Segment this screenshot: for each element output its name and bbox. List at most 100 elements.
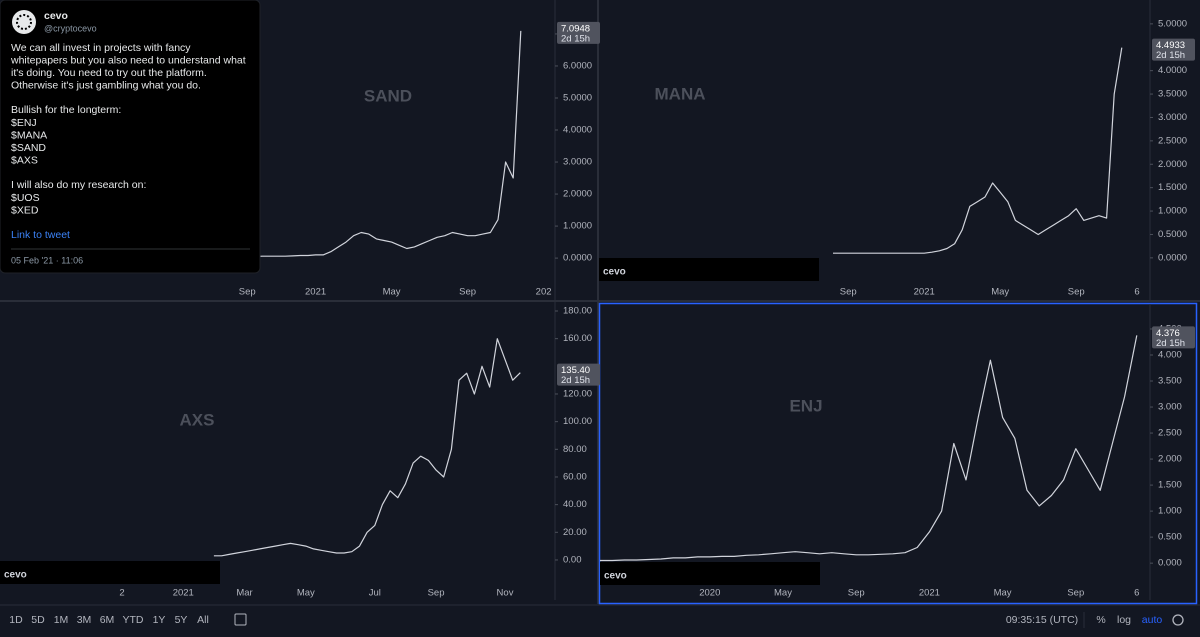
y-tick-label: 2.0000 [1158, 159, 1187, 170]
x-tick-label: Jul [369, 588, 381, 599]
x-tick-label: Nov [497, 588, 514, 599]
y-tick-label: 1.500 [1158, 480, 1182, 491]
x-tick-label: May [383, 287, 401, 298]
tweet-line: $UOS [11, 192, 40, 204]
y-tick-label: 3.0000 [1158, 112, 1187, 123]
tweet-line: $MANA [11, 129, 47, 141]
x-tick-label: 202 [536, 287, 552, 298]
watermark-box [0, 561, 220, 584]
y-tick-label: 4.000 [1158, 350, 1182, 361]
y-tick-label: 120.00 [563, 388, 592, 399]
range-button[interactable]: 5Y [175, 614, 188, 626]
y-tick-label: 3.000 [1158, 402, 1182, 413]
watermark-label: cevo [603, 267, 626, 278]
range-button[interactable]: 3M [77, 614, 92, 626]
tweet-line: $ENJ [11, 117, 37, 129]
x-tick-label: May [297, 588, 315, 599]
x-tick-label: Sep [840, 287, 857, 298]
tweet-line: Otherwise it's just gambling what you do… [11, 80, 201, 92]
range-button[interactable]: YTD [123, 614, 144, 626]
tweet-date: 05 Feb '21 · 11:06 [11, 255, 83, 265]
price-label-box [1152, 38, 1195, 61]
x-tick-label: Sep [848, 588, 865, 599]
percent-toggle[interactable]: % [1096, 614, 1105, 626]
y-tick-label: 0.5000 [1158, 229, 1187, 240]
y-tick-label: 20.00 [563, 527, 587, 538]
y-tick-label: 1.5000 [1158, 182, 1187, 193]
tweet-line: I will also do my research on: [11, 179, 146, 191]
tweet-line: $SAND [11, 142, 46, 154]
price-label: 7.0948 [561, 23, 590, 34]
symbol-watermark: ENJ [789, 396, 822, 415]
toolbar-time: 09:35:15 (UTC) [1006, 614, 1078, 626]
y-tick-label: 5.0000 [1158, 18, 1187, 29]
price-label: 4.4933 [1156, 40, 1185, 51]
y-tick-label: 0.500 [1158, 532, 1182, 543]
y-tick-label: 4.0000 [1158, 65, 1187, 76]
price-line [833, 47, 1123, 254]
tweet-line: whitepapers but you also need to underst… [10, 54, 246, 66]
range-button[interactable]: 1Y [153, 614, 166, 626]
y-tick-label: 0.0000 [1158, 252, 1187, 263]
x-tick-label: Sep [239, 287, 256, 298]
tweet-handle: @cryptocevo [44, 23, 97, 33]
y-tick-label: 1.0000 [563, 221, 592, 232]
watermark-box [599, 258, 819, 281]
y-tick-label: 2.0000 [563, 189, 592, 200]
x-tick-label: 2021 [305, 287, 326, 298]
watermark-box [600, 562, 820, 585]
x-tick-label: Sep [428, 588, 445, 599]
price-label: 135.40 [561, 365, 590, 376]
y-tick-label: 0.00 [563, 554, 582, 565]
price-countdown: 2d 15h [1156, 338, 1185, 349]
x-tick-label: 2021 [173, 588, 194, 599]
x-tick-label: 2021 [919, 588, 940, 599]
range-button[interactable]: 1D [9, 614, 23, 626]
y-tick-label: 4.0000 [563, 125, 592, 136]
symbol-watermark: MANA [655, 84, 706, 103]
price-countdown: 2d 15h [1156, 50, 1185, 61]
tweet-line: We can all invest in projects with fancy [11, 42, 191, 54]
price-line [213, 338, 521, 557]
symbol-watermark: SAND [364, 86, 412, 105]
y-tick-label: 60.00 [563, 471, 587, 482]
x-tick-label: Sep [459, 287, 476, 298]
tweet-link[interactable]: Link to tweet [11, 229, 70, 241]
watermark-label: cevo [604, 571, 627, 582]
x-tick-label: May [994, 588, 1012, 599]
log-toggle[interactable]: log [1117, 614, 1131, 626]
y-tick-label: 180.00 [563, 306, 592, 317]
y-tick-label: 0.0000 [563, 253, 592, 264]
symbol-watermark: AXS [180, 410, 215, 429]
tweet-line: $AXS [11, 155, 38, 167]
price-label-box [557, 21, 600, 44]
date-range-icon[interactable] [234, 613, 247, 626]
auto-toggle[interactable]: auto [1142, 614, 1163, 626]
settings-icon[interactable] [1172, 614, 1184, 626]
watermark-label: cevo [4, 570, 27, 581]
active-panel-border [598, 302, 1198, 605]
tweet-line: $XED [11, 204, 39, 216]
y-tick-label: 1.0000 [1158, 206, 1187, 217]
price-line [232, 30, 522, 258]
x-tick-label: Sep [1068, 287, 1085, 298]
y-tick-label: 80.00 [563, 444, 587, 455]
range-button[interactable]: 1M [54, 614, 69, 626]
range-button[interactable]: 6M [100, 614, 115, 626]
y-tick-label: 0.000 [1158, 558, 1182, 569]
avatar [12, 10, 36, 34]
range-button[interactable]: All [197, 614, 209, 626]
price-countdown: 2d 15h [561, 33, 590, 44]
price-line [600, 335, 1138, 562]
y-tick-label: 6.0000 [563, 60, 592, 71]
y-tick-label: 2.500 [1158, 428, 1182, 439]
range-button[interactable]: 5D [31, 614, 45, 626]
tweet-line: it's doing. You need to try out the plat… [11, 67, 207, 79]
x-tick-label: 6 [1134, 588, 1139, 599]
x-tick-label: 6 [1134, 287, 1139, 298]
price-label-box [1152, 326, 1195, 349]
tweet-card [0, 0, 261, 274]
tweet-line: Bullish for the longterm: [11, 104, 121, 116]
